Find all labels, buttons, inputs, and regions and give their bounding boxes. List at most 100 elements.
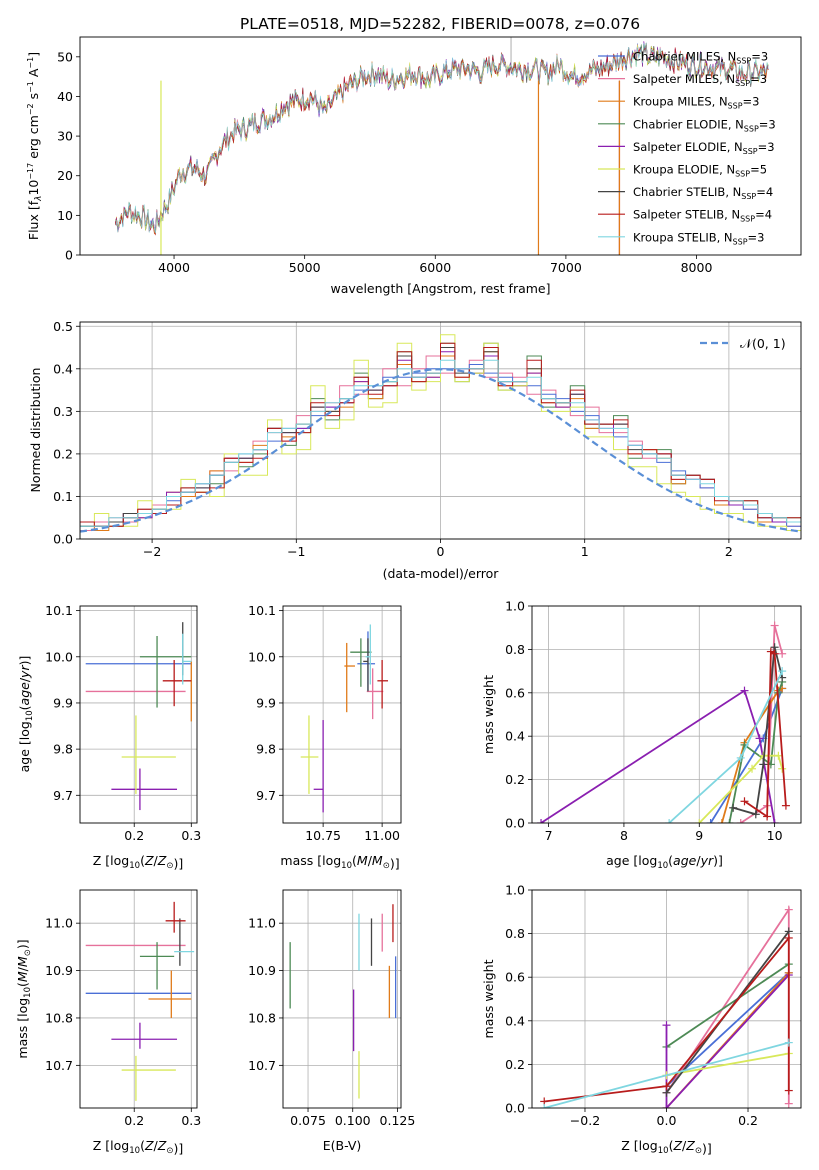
y-tick-label: 0.3 [53,404,73,419]
x-axis-label: Z [log10(Z/Z⊙)] [93,853,183,871]
grid [532,605,801,824]
y-tick-label: 30 [57,129,73,144]
x-axis-label: (data-model)/error [383,566,500,581]
y-tick-label: 0.6 [505,685,525,700]
y-tick-label: 20 [57,168,73,183]
x-axis-label: age [log10(age/yr)] [606,853,723,871]
x-tick-label: −1 [287,544,305,559]
y-tick-label: 0.2 [53,446,73,461]
x-tick-label: 4000 [158,260,190,275]
weight-line-4 [540,689,776,823]
legend-label-5: Kroupa ELODIE, NSSP=5 [633,163,767,179]
y-tick-label: 10.0 [45,649,73,664]
y-tick-label: 0.0 [505,1101,525,1116]
histogram-series-8 [80,359,801,539]
x-tick-label: 7000 [550,260,582,275]
y-tick-label: 9.8 [53,742,73,757]
legend-label-0: Chabrier MILES, NSSP=3 [633,50,768,66]
panel-mass_vs_ebv: 0.075 0.100 0.125 10.7 10.8 10.9 11.0 E(B-V) [248,889,415,1153]
x-tick-label: 9 [695,828,703,843]
y-axis-label: age [log10(age/yr)] [17,656,35,773]
x-tick-label: 5000 [289,260,321,275]
y-tick-label: 10.0 [248,649,276,664]
x-tick-label: 2 [725,544,733,559]
y-axis-label: mass [log10(M/M⊙)] [15,939,33,1058]
y-tick-label: 10.1 [248,603,276,618]
x-tick-label: 0.3 [181,1113,201,1128]
x-tick-label: 0.2 [124,828,144,843]
y-tick-label: 0.6 [505,970,525,985]
y-tick-label: 9.9 [53,695,73,710]
y-tick-label: 50 [57,49,73,64]
y-tick-label: 10.8 [248,1010,276,1025]
x-axis-label: Z [log10(Z/Z⊙)] [93,1138,183,1156]
weight-line-3 [665,963,790,1048]
y-tick-label: 0.2 [505,1057,525,1072]
y-tick-label: 10.8 [45,1010,73,1025]
weight-line-4 [665,974,790,1108]
panel-spectrum: 4000 5000 6000 7000 8000 0 10 20 30 40 50 Chabrier … [26,36,802,296]
x-tick-label: 0.2 [738,1113,758,1128]
legend-label-6: Chabrier STELIB, NSSP=4 [633,185,773,201]
axes-frame [79,321,802,540]
plot-area [300,624,389,813]
x-tick-label: 8 [620,828,628,843]
x-tick-label: 0.3 [181,828,201,843]
y-tick-label: 0.0 [53,532,73,547]
y-tick-label: 10.9 [248,963,276,978]
axes-frame [531,889,802,1109]
panel-age_vs_Z: 0.2 0.3 9.7 9.8 9.9 10.0 10.1 Z [log10(Z/Z⊙)] ag… [17,603,201,871]
x-axis-label: wavelength [Angstrom, rest frame] [330,281,550,296]
x-tick-label: 0.075 [290,1113,326,1128]
y-tick-label: 11.0 [248,916,276,931]
x-tick-label: 0.0 [657,1113,677,1128]
plot-area [540,905,793,1108]
y-axis-label: mass weight [481,675,496,754]
grid [283,890,401,1108]
plot-area [80,334,801,539]
x-tick-label: 0 [437,544,445,559]
x-tick-label: 1 [581,544,589,559]
y-tick-label: 0.4 [53,361,73,376]
panel-mass_vs_Z: 0.2 0.3 10.7 10.8 10.9 11.0 Z [log10(Z/Z⊙)] mas… [15,889,201,1156]
weight-line-5 [666,1052,789,1077]
x-tick-label: 8000 [681,260,713,275]
x-axis-label: Z [log10(Z/Z⊙)] [621,1138,711,1156]
legend-label-7: Salpeter STELIB, NSSP=4 [633,208,772,224]
plot-area [115,37,769,255]
panel-weight_vs_age: 7 8 9 10 0.0 0.2 0.4 0.6 0.8 1.0 mass weight age [l… [481,599,802,871]
plot-area [537,621,790,823]
y-tick-label: 1.0 [505,599,525,614]
spectrum-line-8 [115,42,769,234]
panel-age_vs_mass: 10.75 11.00 9.7 9.8 9.9 10.0 10.1 mass [log10(M… [248,603,402,871]
plot-area [85,901,195,1101]
y-tick-label: 10 [57,208,73,223]
x-tick-label: −0.2 [570,1113,600,1128]
legend-label-8: Kroupa STELIB, NSSP=3 [633,230,764,246]
y-tick-label: 10.9 [45,963,73,978]
legend-label-3: Chabrier ELODIE, NSSP=3 [633,117,776,133]
legend-label-4: Salpeter ELODIE, NSSP=3 [633,140,775,156]
plot-area [289,904,397,1099]
figure-title: PLATE=0518, MJD=52282, FIBERID=0078, z=0… [240,15,640,33]
normal-curve [80,368,801,533]
y-tick-label: 11.0 [45,916,73,931]
y-tick-label: 0.0 [505,816,525,831]
grid [80,606,197,823]
weight-line-7 [544,935,790,1103]
y-tick-label: 10.7 [45,1058,73,1073]
x-tick-label: 0.100 [335,1113,371,1128]
x-tick-label: −2 [143,544,161,559]
x-tick-label: 0.2 [124,1113,144,1128]
x-tick-label: 11.00 [364,828,400,843]
y-tick-label: 9.7 [256,788,276,803]
legend-normal-label: 𝒩(0, 1) [740,336,786,351]
x-tick-label: 10.75 [305,828,341,843]
y-tick-label: 0 [65,248,73,263]
axes-frame [79,605,198,824]
legend-label-1: Salpeter MILES, NSSP=3 [633,72,767,88]
y-tick-label: 0.8 [505,926,525,941]
x-tick-label: 6000 [419,260,451,275]
y-tick-label: 40 [57,89,73,104]
